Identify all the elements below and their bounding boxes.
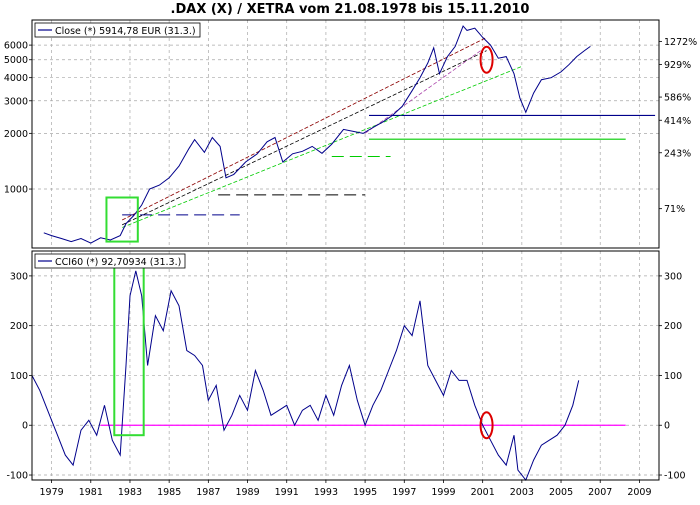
price-trend-line — [121, 37, 487, 221]
year-tick-label: 2009 — [627, 487, 651, 498]
year-tick-label: 1981 — [79, 487, 103, 498]
price-tick-label: 6000 — [4, 41, 28, 52]
year-tick-label: 1989 — [235, 487, 259, 498]
percent-tick-label: 586% — [664, 93, 691, 104]
percent-tick-label: 71% — [664, 204, 685, 215]
price-right-axis: 1272% 929% 586% 414% 243% 71% — [659, 37, 697, 215]
percent-tick-label: 414% — [664, 116, 691, 127]
close-price-line — [43, 25, 591, 244]
price-tick-label: 2000 — [4, 129, 28, 140]
cci-tick-label-left: 300 — [10, 271, 28, 282]
cci-tick-label-left: 100 — [10, 371, 28, 382]
price-highlight-ellipse — [479, 45, 494, 74]
year-tick-label: 1987 — [196, 487, 220, 498]
year-tick-label: 1991 — [275, 487, 299, 498]
percent-tick-label: 243% — [664, 148, 691, 159]
cci-tick-label-right: 0 — [664, 421, 670, 432]
cci-tick-label-left: 0 — [22, 421, 28, 432]
year-tick-label: 2005 — [549, 487, 573, 498]
cci-tick-label-right: -100 — [664, 471, 686, 482]
year-axis: 1979 1981 1983 1985 1987 1989 1991 1993 1995 1997… — [40, 480, 652, 498]
price-left-axis: 6000 5000 4000 3000 2000 1000 — [4, 41, 32, 196]
cci-legend: CCI60 (*) 92,70934 (31.3.) — [34, 253, 186, 269]
cci-legend-label: CCI60 (*) 92,70934 (31.3.) — [55, 257, 181, 268]
price-tick-label: 1000 — [4, 185, 28, 196]
year-tick-label: 1993 — [314, 487, 338, 498]
cci-tick-label-right: 100 — [664, 371, 682, 382]
cci-line — [31, 270, 580, 481]
price-grid — [32, 20, 659, 248]
cci-tick-label-left: -100 — [6, 471, 28, 482]
cci-legend-box — [34, 253, 186, 269]
price-highlight-box — [105, 196, 139, 243]
cci-tick-label-right: 300 — [664, 271, 682, 282]
percent-tick-label: 929% — [664, 60, 691, 71]
year-tick-label: 2003 — [510, 487, 534, 498]
cci-left-axis: 300 200 100 0 -100 — [6, 271, 32, 482]
cci-right-axis: 300 200 100 0 -100 — [659, 271, 686, 482]
price-tick-label: 4000 — [4, 73, 28, 84]
year-tick-label: 1999 — [431, 487, 455, 498]
cci-panel-frame — [31, 250, 660, 481]
cci-highlight-box — [113, 264, 145, 437]
price-legend: Close (*) 5914,78 EUR (31.3.) — [34, 22, 201, 38]
price-panel-frame — [31, 19, 660, 249]
price-trend-line — [121, 66, 522, 228]
year-tick-label: 1997 — [392, 487, 416, 498]
year-tick-label: 1979 — [40, 487, 64, 498]
price-legend-label: Close (*) 5914,78 EUR (31.3.) — [55, 26, 196, 37]
year-tick-label: 2007 — [588, 487, 612, 498]
year-tick-label: 1983 — [118, 487, 142, 498]
price-annotations — [121, 37, 656, 228]
price-tick-label: 5000 — [4, 55, 28, 66]
percent-tick-label: 1272% — [664, 37, 697, 48]
price-panel: 6000 5000 4000 3000 2000 1000 1272% 929% 586% 41… — [4, 19, 697, 249]
year-tick-label: 2001 — [471, 487, 495, 498]
cci-highlight-ellipse — [479, 411, 494, 440]
price-legend-box — [34, 22, 201, 38]
cci-tick-label-left: 200 — [10, 321, 28, 332]
price-tick-label: 3000 — [4, 96, 28, 107]
year-tick-label: 1985 — [157, 487, 181, 498]
chart-title: .DAX (X) / XETRA vom 21.08.1978 bis 15.1… — [171, 2, 530, 17]
year-tick-label: 1995 — [353, 487, 377, 498]
price-trend-line — [121, 50, 487, 226]
price-trend-line — [364, 46, 487, 134]
cci-tick-label-right: 200 — [664, 321, 682, 332]
price-highlights — [105, 45, 494, 243]
